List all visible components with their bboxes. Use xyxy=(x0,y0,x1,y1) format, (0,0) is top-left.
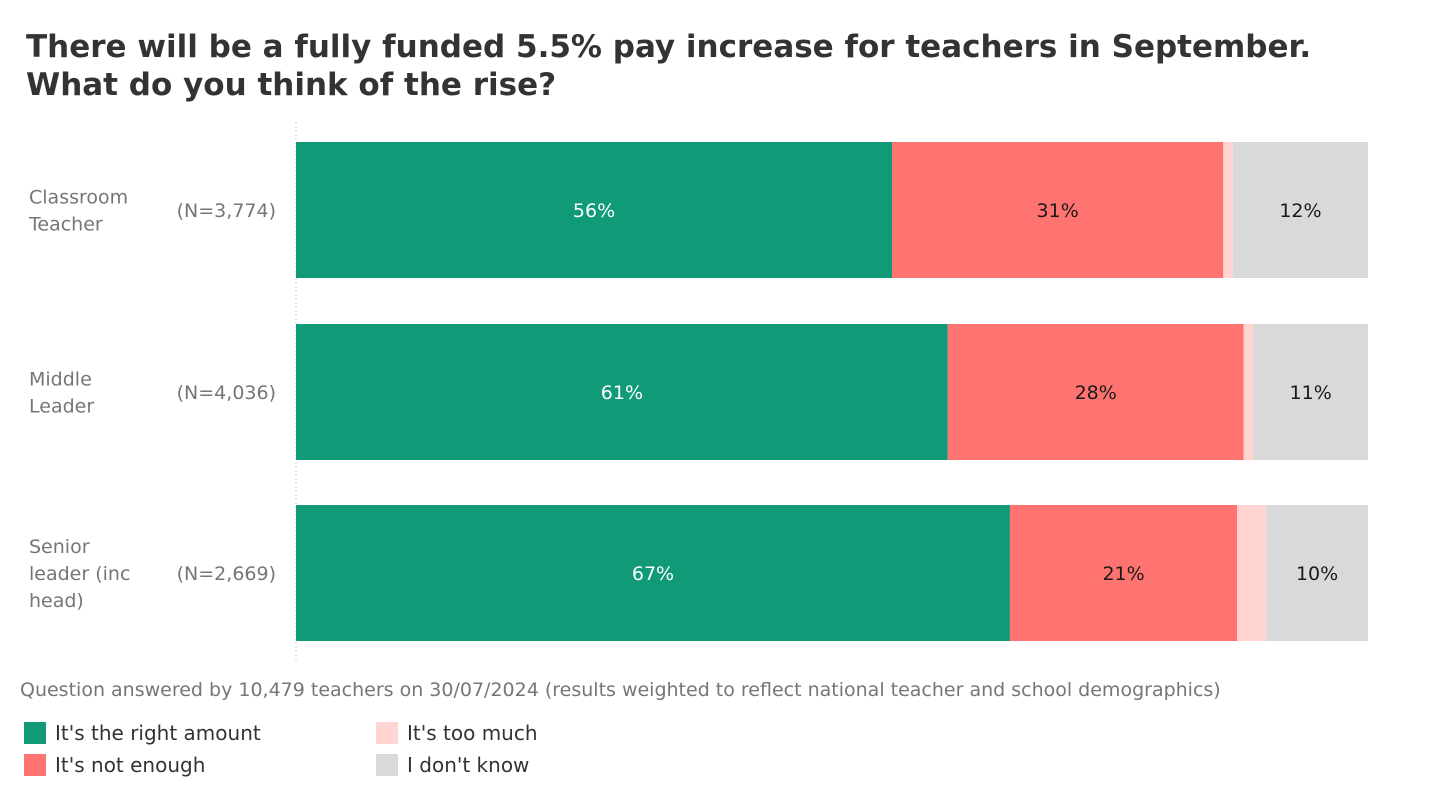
chart-title: There will be a fully funded 5.5% pay in… xyxy=(26,28,1426,104)
legend-swatch-dont-know xyxy=(376,754,398,776)
bar-value-label: 10% xyxy=(1296,563,1338,585)
sample-size-label: (N=2,669) xyxy=(177,563,276,585)
sample-size-label: (N=3,774) xyxy=(177,200,276,222)
legend-item-dont-know: I don't know xyxy=(376,752,529,778)
bar-segment-right-amount xyxy=(296,505,1010,641)
bar-segment-too-much xyxy=(1223,142,1233,278)
category-label-line: Classroom xyxy=(29,187,128,209)
legend-label-not-enough: It's not enough xyxy=(55,753,206,777)
bar-segment-not-enough xyxy=(1009,505,1238,641)
bar-value-label: 11% xyxy=(1290,382,1332,404)
category-label-line: Senior xyxy=(29,536,90,558)
bar-value-label: 12% xyxy=(1279,200,1321,222)
chart-title-line-1: There will be a fully funded 5.5% pay in… xyxy=(26,29,1312,65)
legend-swatch-too-much xyxy=(376,722,398,744)
bar-segment-not-enough xyxy=(947,324,1244,460)
legend-label-dont-know: I don't know xyxy=(407,753,530,777)
category-label: Senior leader (inc head) xyxy=(29,536,130,612)
category-label-line: leader (inc xyxy=(29,563,130,585)
bar-segment-right-amount xyxy=(296,324,948,460)
bar-value-label: 31% xyxy=(1037,200,1079,222)
bar-value-label: 28% xyxy=(1075,382,1117,404)
bar-segment-right-amount xyxy=(296,142,893,278)
legend-item-not-enough: It's not enough xyxy=(24,752,205,778)
category-label-line: Teacher xyxy=(28,214,103,236)
category-labels: Classroom Teacher (N=3,774) Middle Leader (N=… xyxy=(28,187,276,613)
bars-layer: 56% 31% 12% 61% 28% 11% 67% 21% 10% xyxy=(296,142,1368,641)
sample-size-label: (N=4,036) xyxy=(177,382,276,404)
chart-legend: It's the right amount It's not enough It… xyxy=(24,720,724,784)
legend-label-too-much: It's too much xyxy=(407,721,538,745)
legend-item-too-much: It's too much xyxy=(376,720,538,746)
bar-value-label: 61% xyxy=(601,382,643,404)
chart-title-line-2: What do you think of the rise? xyxy=(26,67,557,103)
bar-segment-too-much xyxy=(1237,505,1267,641)
chart-footnote: Question answered by 10,479 teachers on … xyxy=(20,679,1221,701)
bar-value-label: 21% xyxy=(1102,563,1144,585)
legend-label-right-amount: It's the right amount xyxy=(55,721,261,745)
category-label-line: Leader xyxy=(29,396,94,418)
bar-value-label: 56% xyxy=(573,200,615,222)
legend-swatch-right-amount xyxy=(24,722,46,744)
category-label: Classroom Teacher xyxy=(28,187,128,236)
legend-swatch-not-enough xyxy=(24,754,46,776)
legend-item-right-amount: It's the right amount xyxy=(24,720,261,746)
category-label-line: Middle xyxy=(29,369,92,391)
bar-segment-dont-know xyxy=(1266,505,1368,641)
bar-segment-dont-know xyxy=(1253,324,1368,460)
bar-value-label: 67% xyxy=(632,563,674,585)
category-label-line: head) xyxy=(29,590,84,612)
category-label: Middle Leader xyxy=(29,369,94,418)
bar-segment-dont-know xyxy=(1232,142,1368,278)
bar-segment-not-enough xyxy=(892,142,1224,278)
bar-segment-too-much xyxy=(1243,324,1254,460)
